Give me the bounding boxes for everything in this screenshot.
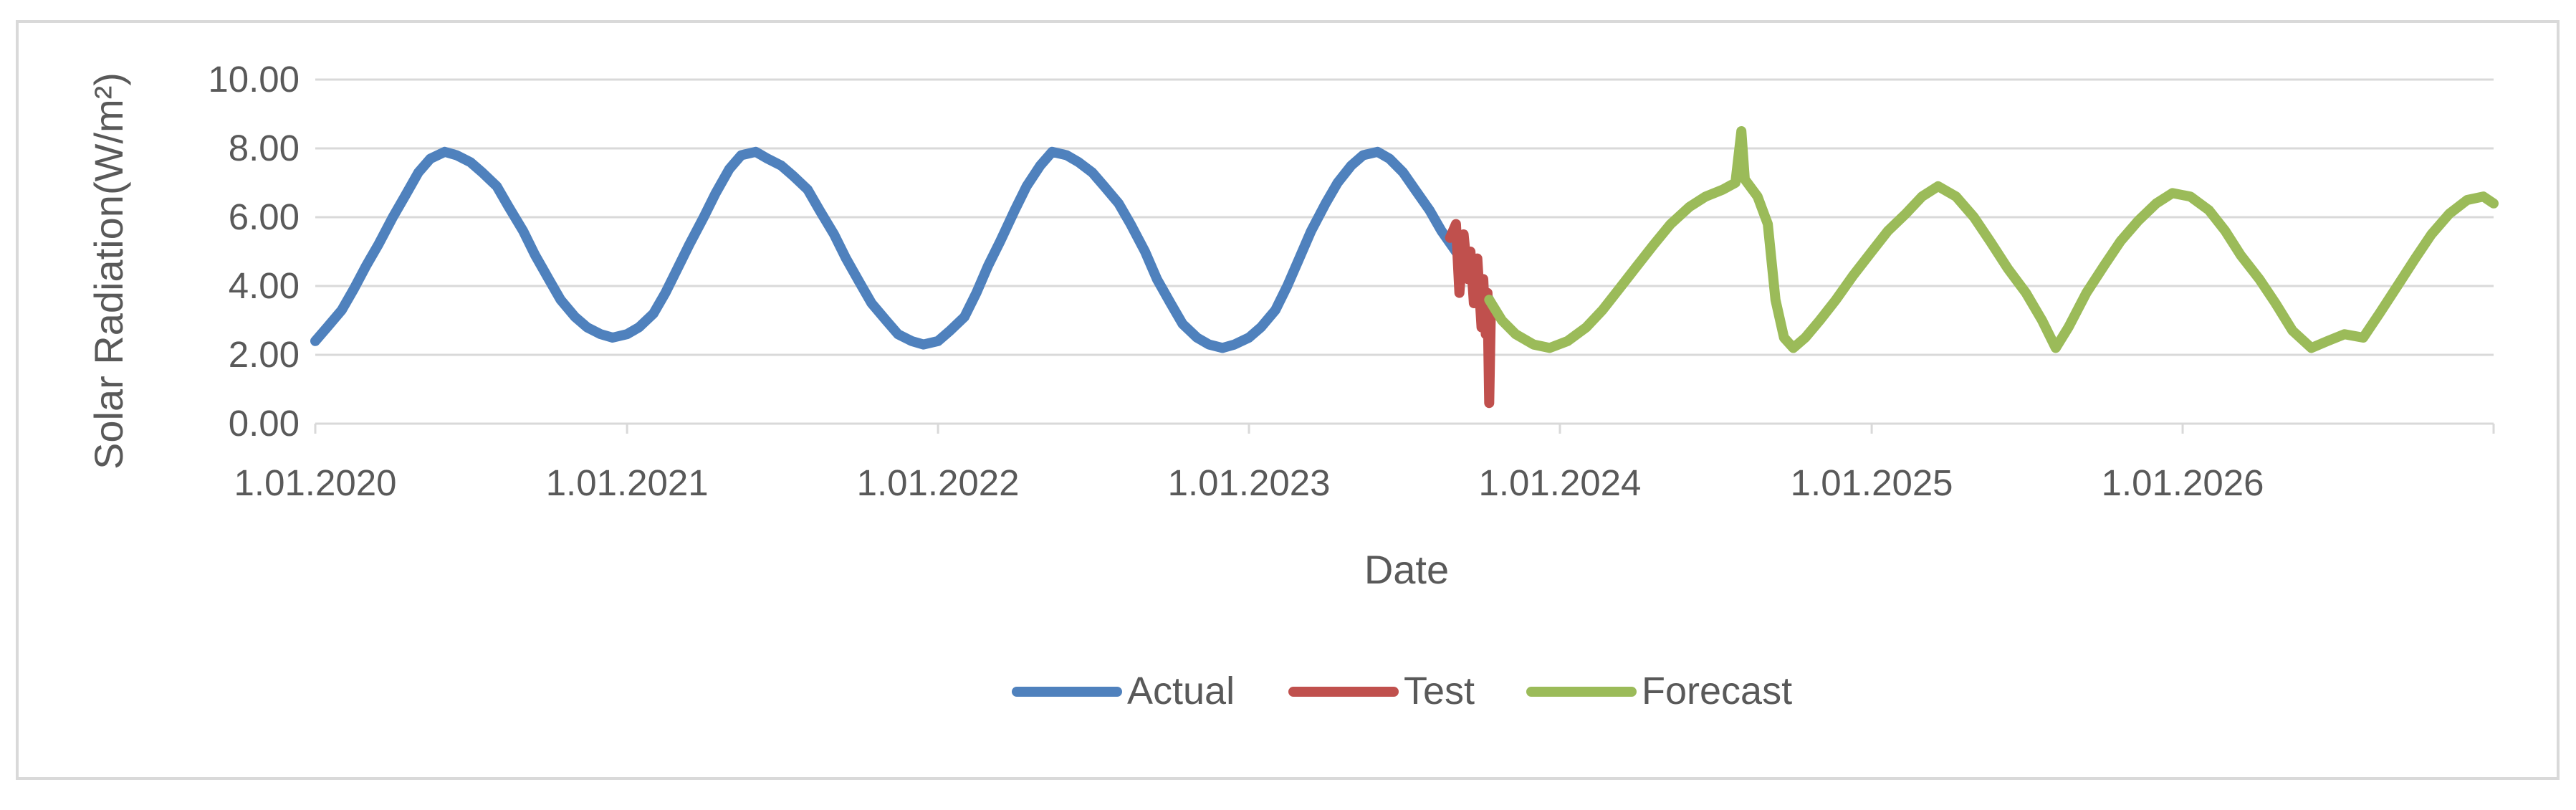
axes [314,422,2495,434]
chart-frame: 0.00 2.00 4.00 6.00 8.00 10.00 1.01.2020 1.01.2… [16,20,2560,780]
x-tick-label: 1.01.2023 [1168,462,1331,503]
x-tick-label: 1.01.2024 [1479,462,1642,503]
chart: 0.00 2.00 4.00 6.00 8.00 10.00 1.01.2020 1.01.2… [86,59,2499,713]
series-lines [310,126,2499,409]
y-tick-label: 6.00 [229,196,300,237]
series-line-forecast [1484,126,2499,353]
y-tick-label: 10.00 [208,59,300,100]
y-tick-label: 0.00 [229,403,300,444]
x-tick-label: 1.01.2021 [546,462,709,503]
series-line-test [1445,219,1496,409]
x-tick-label: 1.01.2026 [2102,462,2264,503]
series-line-actual [310,146,1495,353]
gridlines [315,78,2494,356]
x-tick-label: 1.01.2025 [1791,462,1953,503]
legend-label-actual: Actual [1127,670,1235,713]
legend-label-test: Test [1404,670,1475,713]
x-axis-title: Date [1364,547,1449,592]
y-axis-title: Solar Radiation(W/m²) [86,72,131,470]
y-tick-label: 4.00 [229,265,300,306]
legend: Actual Test Forecast [1012,670,1792,713]
x-tick-label: 1.01.2022 [857,462,1020,503]
y-tick-label: 8.00 [229,128,300,168]
x-tick-label: 1.01.2020 [234,462,397,503]
tick-labels: 0.00 2.00 4.00 6.00 8.00 10.00 1.01.2020 1.01.2… [208,59,2264,503]
legend-label-forecast: Forecast [1642,670,1792,713]
y-tick-label: 2.00 [229,334,300,375]
